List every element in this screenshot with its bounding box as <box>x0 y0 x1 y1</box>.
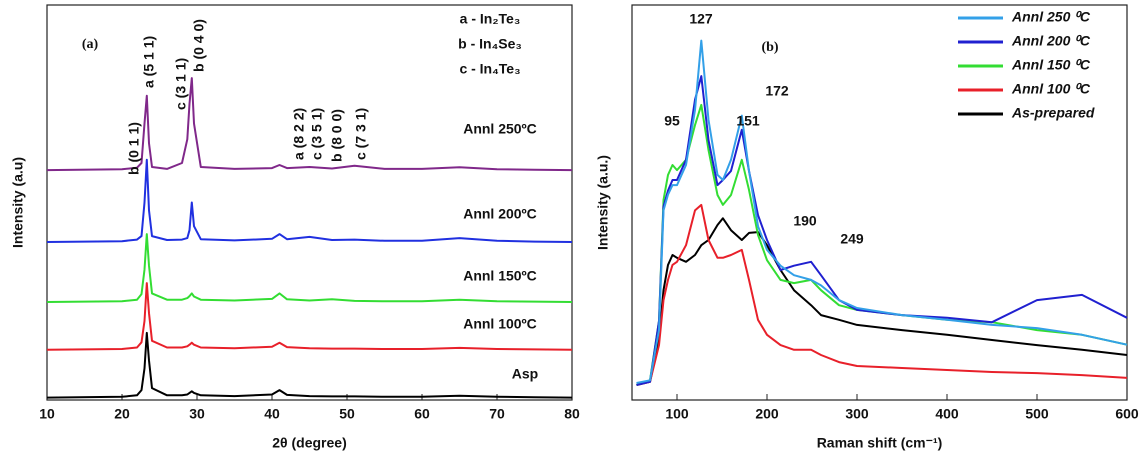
x-tick-label: 30 <box>189 406 205 422</box>
plot-frame <box>46 4 573 401</box>
annotation: (b) <box>761 40 778 55</box>
x-tick-label: 60 <box>414 406 430 422</box>
annotation: a - In₂Te₃ <box>460 11 521 27</box>
annotation: b (0 1 1) <box>126 122 142 175</box>
series-line <box>46 77 573 172</box>
series-label: Annl 250ºC <box>463 121 537 137</box>
series-line <box>636 39 1128 384</box>
series-line <box>46 158 573 243</box>
annotation: a (8 2 2) <box>291 108 307 160</box>
annotation: b - In₄Se₃ <box>458 36 522 52</box>
annotation: 151 <box>736 113 760 129</box>
x-tick-label: 600 <box>1115 406 1139 422</box>
y-axis-title: Intensity (a.u.) <box>595 155 611 250</box>
series-label: Annl 150ºC <box>463 268 537 284</box>
series-line <box>46 331 573 399</box>
annotation: 190 <box>793 213 817 229</box>
annotation: c - In₄Te₃ <box>459 61 520 77</box>
legend-label: Annl 150 ⁰C <box>1011 57 1091 73</box>
x-tick-label: 500 <box>1025 406 1049 422</box>
annotation: b (8 0 0) <box>329 109 345 162</box>
series-line <box>636 217 1128 386</box>
x-tick-label: 100 <box>665 406 689 422</box>
y-axis-title: Intensity (a.u) <box>10 157 26 248</box>
series-label: Annl 200ºC <box>463 206 537 222</box>
legend-label: As-prepared <box>1011 105 1095 121</box>
x-tick-label: 400 <box>935 406 959 422</box>
annotation: 95 <box>664 113 680 129</box>
annotation: 127 <box>689 11 713 27</box>
series-line <box>46 233 573 303</box>
x-tick-label: 70 <box>489 406 505 422</box>
x-tick-label: 40 <box>264 406 280 422</box>
annotation: a (5 1 1) <box>141 36 157 88</box>
annotation: 249 <box>840 231 864 247</box>
x-axis-title: 2θ (degree) <box>272 435 346 451</box>
series-label: Annl 100ºC <box>463 316 537 332</box>
annotation: 172 <box>765 83 789 99</box>
x-tick-label: 80 <box>564 406 580 422</box>
x-axis-title: Raman shift (cm⁻¹) <box>817 435 943 451</box>
annotation: b (0 4 0) <box>191 19 207 72</box>
series-line <box>636 75 1128 386</box>
x-tick-label: 50 <box>339 406 355 422</box>
plot-frame <box>631 4 1128 401</box>
legend-label: Annl 250 ⁰C <box>1011 9 1091 25</box>
annotation: c (3 5 1) <box>309 108 325 160</box>
annotation: c (3 1 1) <box>173 58 189 110</box>
annotation: c (7 3 1) <box>353 108 369 160</box>
x-tick-label: 300 <box>845 406 869 422</box>
series-line <box>46 282 573 351</box>
legend-label: Annl 100 ⁰C <box>1011 81 1091 97</box>
x-tick-label: 200 <box>755 406 779 422</box>
series-label: Asp <box>512 366 538 382</box>
legend-label: Annl 200 ⁰C <box>1011 33 1091 49</box>
annotation: (a) <box>82 37 99 52</box>
x-tick-label: 10 <box>39 406 55 422</box>
x-tick-label: 20 <box>114 406 130 422</box>
series-line <box>636 203 1128 386</box>
